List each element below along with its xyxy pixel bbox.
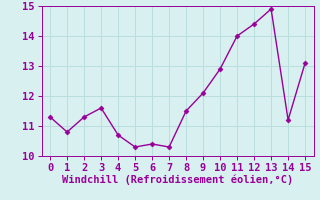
X-axis label: Windchill (Refroidissement éolien,°C): Windchill (Refroidissement éolien,°C) (62, 174, 293, 185)
